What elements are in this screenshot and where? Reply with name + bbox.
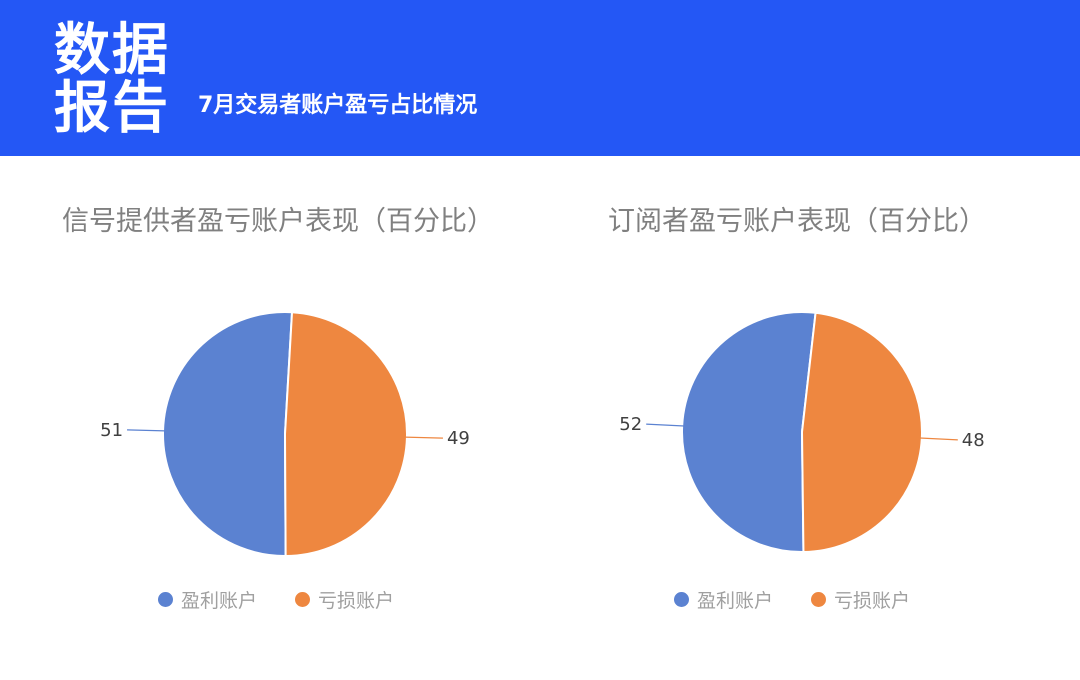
provider-chart: 信号提供者盈亏账户表现（百分比） 51 49 盈利账户 亏损账户 <box>62 196 582 636</box>
data-label-loss: 48 <box>962 430 985 451</box>
header-banner: 数据 报告 7月交易者账户盈亏占比情况 <box>0 0 1080 156</box>
pie-slice-loss[interactable] <box>283 311 408 558</box>
subscriber-pie-chart: 52 48 <box>619 311 985 554</box>
subscriber-legend: 盈利账户 亏损账户 <box>674 586 910 612</box>
data-label-loss: 49 <box>447 428 470 449</box>
legend-loss-marker <box>295 591 311 607</box>
pie-slice-loss[interactable] <box>800 311 923 554</box>
legend-item-profit[interactable]: 盈利账户 <box>674 586 773 613</box>
report-title: 数据 报告 <box>54 22 180 138</box>
report-title-line-1: 数据 <box>54 18 170 83</box>
legend-item-profit[interactable]: 盈利账户 <box>158 586 257 613</box>
leader-line-profit <box>127 429 166 432</box>
pie-slice-profit[interactable] <box>162 311 294 557</box>
leader-line-loss <box>404 436 443 439</box>
leader-line-loss <box>919 437 958 441</box>
provider-chart-title: 信号提供者盈亏账户表现（百分比） <box>62 206 494 237</box>
data-label-profit: 51 <box>100 420 123 441</box>
subscriber-chart: 订阅者盈亏账户表现（百分比） 52 48 盈利账户 亏损账户 <box>608 196 1080 636</box>
leader-line-profit <box>646 423 685 427</box>
legend-profit-label: 盈利账户 <box>181 589 258 612</box>
subscriber-chart-title: 订阅者盈亏账户表现（百分比） <box>608 206 986 237</box>
legend-profit-label: 盈利账户 <box>697 589 774 612</box>
legend-item-loss[interactable]: 亏损账户 <box>295 586 394 613</box>
legend-loss-label: 亏损账户 <box>834 589 911 612</box>
legend-profit-marker <box>158 591 173 607</box>
provider-legend: 盈利账户 亏损账户 <box>158 586 394 612</box>
legend-loss-label: 亏损账户 <box>318 589 395 612</box>
legend-item-loss[interactable]: 亏损账户 <box>811 586 910 613</box>
report-title-line-2: 报告 <box>54 76 170 141</box>
pie-slice-profit[interactable] <box>681 311 817 553</box>
legend-loss-marker <box>811 591 827 607</box>
provider-pie-chart: 51 49 <box>100 311 470 558</box>
data-label-profit: 52 <box>619 414 642 435</box>
report-subtitle: 7月交易者账户盈亏占比情况 <box>198 93 478 118</box>
legend-profit-marker <box>674 591 689 607</box>
